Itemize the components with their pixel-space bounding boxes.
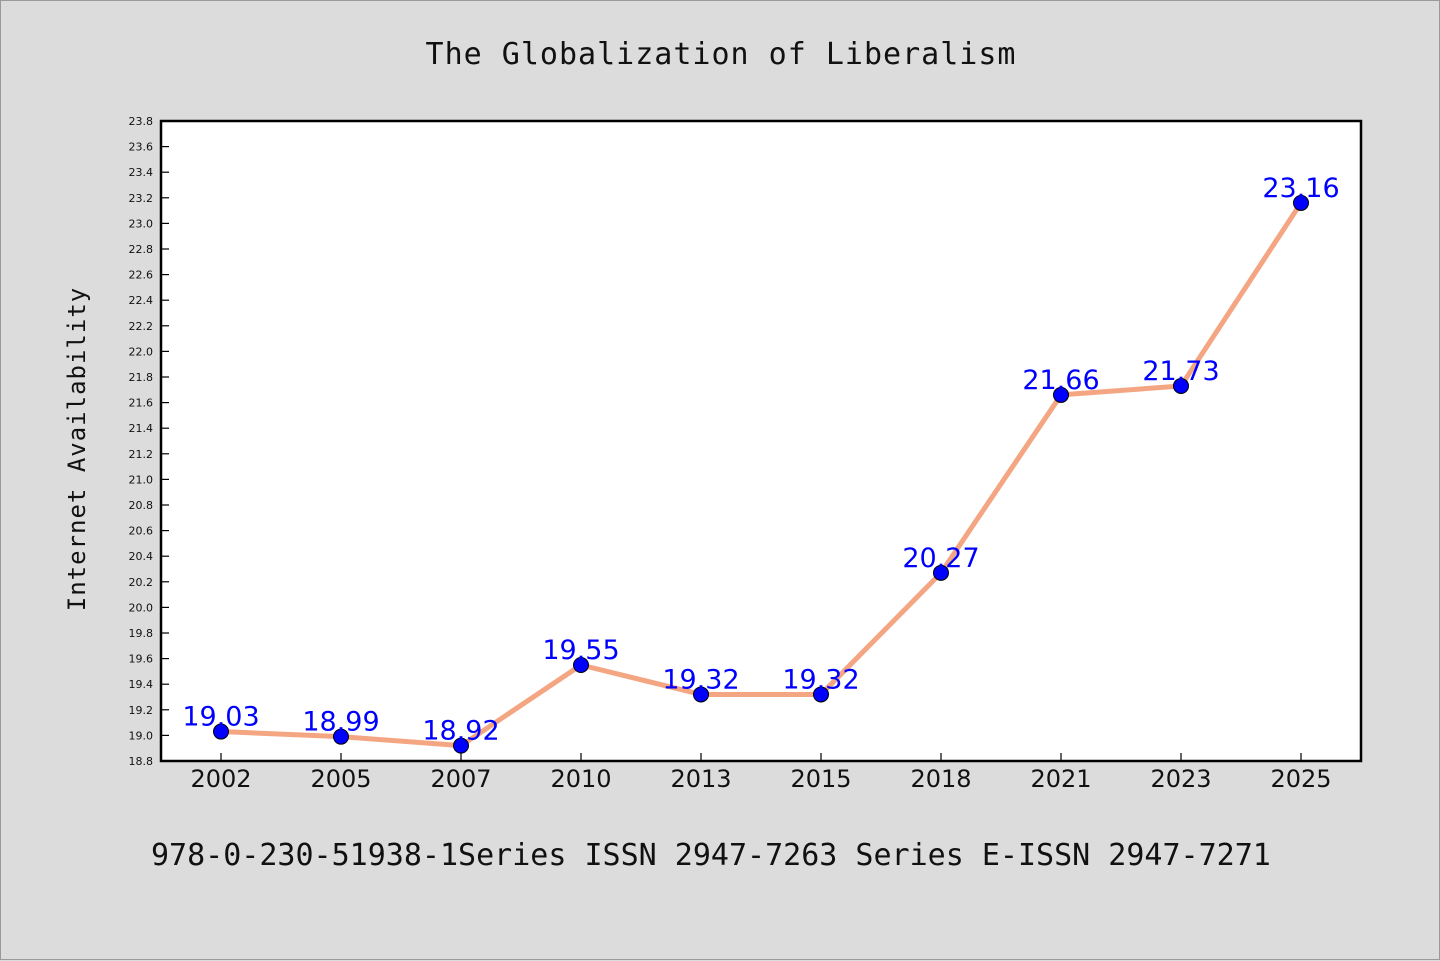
y-tick-label: 23.4	[129, 166, 154, 179]
y-tick-label: 23.8	[129, 115, 154, 128]
y-axis-label: Internet Availability	[63, 287, 91, 611]
y-tick-label: 22.6	[129, 269, 154, 282]
data-label: 21.73	[1142, 356, 1219, 387]
x-tick-label: 2013	[670, 765, 731, 793]
y-tick-label: 20.4	[129, 550, 154, 563]
y-tick-label: 20.0	[129, 601, 154, 614]
y-tick-label: 22.8	[129, 243, 154, 256]
y-tick-label: 19.2	[129, 704, 154, 717]
y-tick-label: 21.8	[129, 371, 154, 384]
data-point	[933, 564, 949, 581]
x-tick-label: 2025	[1270, 765, 1331, 793]
data-point	[453, 737, 469, 754]
footer-isbn-issn: 978-0-230-51938-1Series ISSN 2947-7263 S…	[151, 838, 1271, 873]
data-label: 19.55	[542, 635, 619, 666]
y-tick-label: 20.8	[129, 499, 154, 512]
x-tick-label: 2005	[310, 765, 371, 793]
x-tick-label: 2010	[550, 765, 611, 793]
series-line	[218, 200, 1304, 749]
y-tick-label: 21.6	[129, 397, 154, 410]
y-tick-label: 22.4	[129, 294, 154, 307]
x-tick-label: 2015	[790, 765, 851, 793]
y-tick-label: 18.8	[129, 755, 154, 768]
data-label: 23.16	[1262, 173, 1339, 204]
y-tick-label: 21.0	[129, 473, 154, 486]
y-tick-label: 20.2	[129, 576, 154, 589]
y-tick-label: 21.4	[129, 422, 154, 435]
x-tick-label: 2018	[910, 765, 971, 793]
x-tick-label: 2023	[1150, 765, 1211, 793]
data-point	[693, 686, 709, 703]
y-tick-label: 22.0	[129, 345, 154, 358]
y-tick-label: 19.4	[129, 678, 154, 691]
y-tick-label: 20.6	[129, 525, 154, 538]
data-point	[813, 686, 829, 703]
data-label: 20.27	[902, 543, 979, 574]
y-tick-label: 21.2	[129, 448, 154, 461]
y-axis: 18.8 19.0 19.2 19.4 19.6 19.8 20.0 20.2 20.4 20.6…	[129, 115, 169, 768]
x-tick-label: 2002	[190, 765, 251, 793]
data-label: 18.92	[422, 716, 499, 747]
data-point	[333, 728, 349, 745]
data-point	[573, 657, 589, 673]
data-label: 19.03	[182, 702, 259, 733]
y-tick-label: 19.0	[129, 729, 154, 742]
y-tick-label: 19.6	[129, 653, 154, 666]
y-tick-label: 19.8	[129, 627, 154, 640]
chart-title: The Globalization of Liberalism	[426, 37, 1017, 72]
x-tick-label: 2021	[1030, 765, 1091, 793]
data-point	[1293, 194, 1309, 211]
series-group: 19.03 18.99 18.92 19.55 19.32 19.32 20.27 21.66…	[182, 173, 1340, 754]
y-tick-label: 23.0	[129, 217, 154, 230]
y-tick-label: 22.2	[129, 320, 154, 333]
data-label: 19.32	[782, 664, 859, 695]
data-label: 19.32	[662, 664, 739, 695]
data-point	[213, 723, 229, 740]
data-label: 21.66	[1022, 365, 1099, 396]
plot-area	[159, 119, 1363, 763]
x-axis: 2002 2005 2007 2010 2013 2015 2018 2021 2023 2025	[190, 753, 1332, 793]
data-point	[1173, 377, 1189, 394]
x-tick-label: 2007	[430, 765, 491, 793]
y-tick-label: 23.2	[129, 192, 154, 205]
y-tick-label: 23.6	[129, 141, 154, 154]
data-label: 18.99	[302, 707, 379, 738]
data-point	[1053, 386, 1069, 403]
